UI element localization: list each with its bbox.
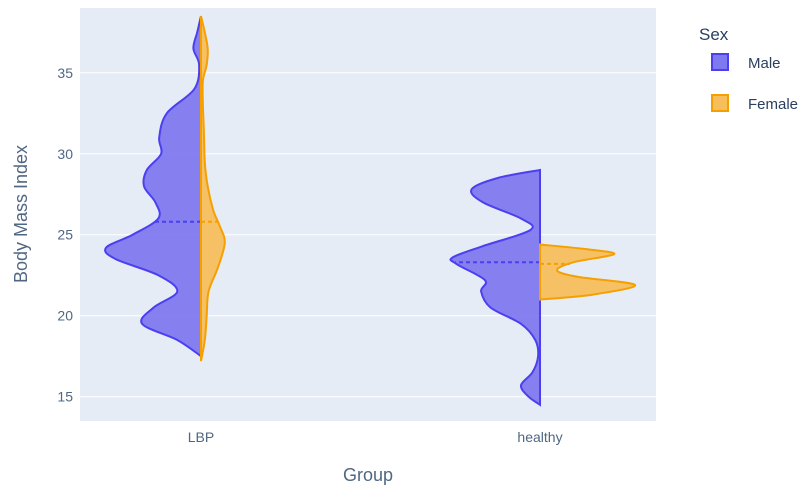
y-tick-label: 30 — [57, 146, 73, 162]
x-tick-label: healthy — [517, 429, 562, 445]
violin-male-healthy[interactable] — [449, 168, 541, 407]
y-tick-label: 15 — [57, 389, 73, 405]
legend-label-female: Female — [748, 96, 798, 113]
violins — [104, 15, 637, 407]
y-axis-ticks: 15 20 25 30 35 — [57, 65, 73, 405]
legend-label-male: Male — [748, 55, 781, 72]
violin-male-lbp[interactable] — [104, 15, 202, 359]
x-tick-label: LBP — [188, 429, 214, 445]
x-axis-ticks: LBP healthy — [188, 429, 563, 445]
x-axis-title: Group — [343, 465, 393, 485]
legend-title: Sex — [699, 25, 729, 44]
violin-female-healthy[interactable] — [539, 243, 637, 301]
legend-swatch-male — [711, 53, 729, 71]
violin-female-lbp[interactable] — [200, 15, 226, 362]
y-tick-label: 25 — [57, 227, 73, 243]
legend: Sex Male Female — [699, 25, 798, 113]
y-tick-label: 35 — [57, 65, 73, 81]
legend-swatch-female — [711, 94, 729, 112]
legend-item-male[interactable]: Male — [711, 53, 781, 72]
y-axis-title: Body Mass Index — [11, 145, 31, 283]
y-tick-label: 20 — [57, 308, 73, 324]
legend-item-female[interactable]: Female — [711, 94, 798, 113]
